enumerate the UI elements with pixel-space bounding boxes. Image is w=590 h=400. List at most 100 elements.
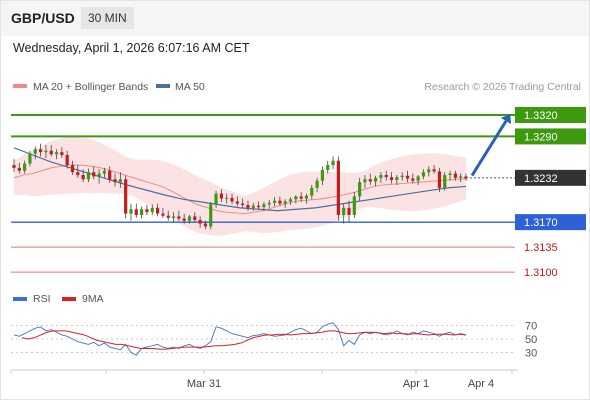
candle-body <box>464 176 468 179</box>
candle-body <box>262 204 266 208</box>
candle-body <box>411 178 415 181</box>
candle-body <box>395 177 399 180</box>
candle-body <box>294 196 298 200</box>
candle-body <box>33 149 37 154</box>
rsi-tick-label: 30 <box>525 348 537 360</box>
candle-body <box>214 193 218 205</box>
rsi-legend-swatch <box>13 297 27 301</box>
ma50-legend-swatch <box>156 84 170 88</box>
support-label: 1.3100 <box>524 267 558 279</box>
candle-body <box>70 165 75 173</box>
candle-body <box>44 150 48 153</box>
candle-body <box>304 195 309 199</box>
candle-body <box>38 149 43 153</box>
x-axis-label: Mar 31 <box>187 378 221 390</box>
candle-body <box>405 175 410 179</box>
candle-body <box>421 172 426 177</box>
candle-body <box>437 171 442 188</box>
candle-body <box>246 205 250 208</box>
candle-body <box>251 205 255 208</box>
candle-body <box>326 165 330 170</box>
forecast-arrow-shaft <box>470 120 508 177</box>
candle-body <box>299 196 303 199</box>
bollinger-band-fill <box>14 136 466 236</box>
candle-body <box>129 209 133 214</box>
current-price-label: 1.3232 <box>524 173 558 185</box>
candle-body <box>374 177 378 182</box>
candle-body <box>12 165 16 168</box>
candle-body <box>76 172 80 175</box>
candle-body <box>352 196 356 215</box>
instrument-title: GBP/USD <box>11 10 75 26</box>
candle-body <box>150 207 154 213</box>
current-price-label-bg <box>515 169 586 186</box>
candle-body <box>23 163 27 171</box>
candle-body <box>145 209 149 213</box>
ma20-line <box>13 164 467 215</box>
candle-body <box>86 172 91 180</box>
resistance-label: 1.3290 <box>524 131 558 143</box>
candle-body <box>49 150 53 155</box>
candle-body <box>331 160 335 165</box>
timeframe-button[interactable]: 30 MIN <box>81 7 134 29</box>
copyright-text: Research © 2026 Trading Central <box>424 81 581 93</box>
chart-datetime: Wednesday, April 1, 2026 6:07:16 AM CET <box>13 41 250 55</box>
candle-body <box>432 169 436 172</box>
candle-body <box>97 173 101 177</box>
candle-body <box>453 173 457 178</box>
forecast-arrow-head <box>500 114 512 125</box>
candle-body <box>315 180 319 188</box>
candle-body <box>92 172 96 177</box>
candle-body <box>140 209 144 215</box>
rsi-ma-line <box>21 330 467 350</box>
ma9-legend-label: 9MA <box>82 293 104 305</box>
candle-body <box>182 218 186 221</box>
candle-body <box>187 216 192 221</box>
resistance-label: 1.3320 <box>524 110 558 122</box>
candle-body <box>161 213 165 216</box>
x-axis-label: Apr 4 <box>468 378 494 390</box>
candle-body <box>171 216 176 218</box>
candle-body <box>235 201 239 204</box>
candle-body <box>177 216 181 219</box>
candle-body <box>118 179 122 183</box>
candle-body <box>278 200 282 204</box>
ma9-legend-swatch <box>62 297 76 301</box>
candle-body <box>400 175 404 178</box>
candle-body <box>272 200 277 203</box>
candle-body <box>203 223 208 227</box>
candle-body <box>320 170 325 181</box>
candle-body <box>124 179 128 214</box>
candle-body <box>102 170 106 174</box>
candle-body <box>17 167 21 171</box>
bollinger-band <box>14 136 466 236</box>
candle-body <box>347 207 351 215</box>
candle-body <box>209 204 213 227</box>
resistance-label-bg <box>515 128 586 145</box>
candle-body <box>427 169 431 173</box>
candle-body <box>241 203 245 205</box>
candle-body <box>166 215 170 218</box>
candle-body <box>336 160 340 215</box>
candle-body <box>459 176 463 178</box>
candle-body <box>193 216 197 220</box>
ma50-legend-label: MA 50 <box>175 81 205 93</box>
ma20-legend-swatch <box>13 84 27 88</box>
candle-body <box>342 207 346 215</box>
candle-body <box>225 197 229 199</box>
pivot-label-bg <box>515 214 586 231</box>
candle-body <box>310 187 314 196</box>
candle-body <box>363 179 367 183</box>
candle-body <box>81 175 85 180</box>
rsi-tick-label: 50 <box>525 334 537 346</box>
resistance-label-bg <box>515 107 586 123</box>
candle-body <box>288 199 293 202</box>
support-label: 1.3135 <box>524 242 558 254</box>
candle-body <box>448 173 452 175</box>
price-levels: 1.3320 1.3290 1.3232 1.3170 1.3135 1.3100 <box>11 107 586 279</box>
candle-body <box>389 177 394 180</box>
candle-body <box>65 155 69 165</box>
candle-body <box>358 182 362 197</box>
